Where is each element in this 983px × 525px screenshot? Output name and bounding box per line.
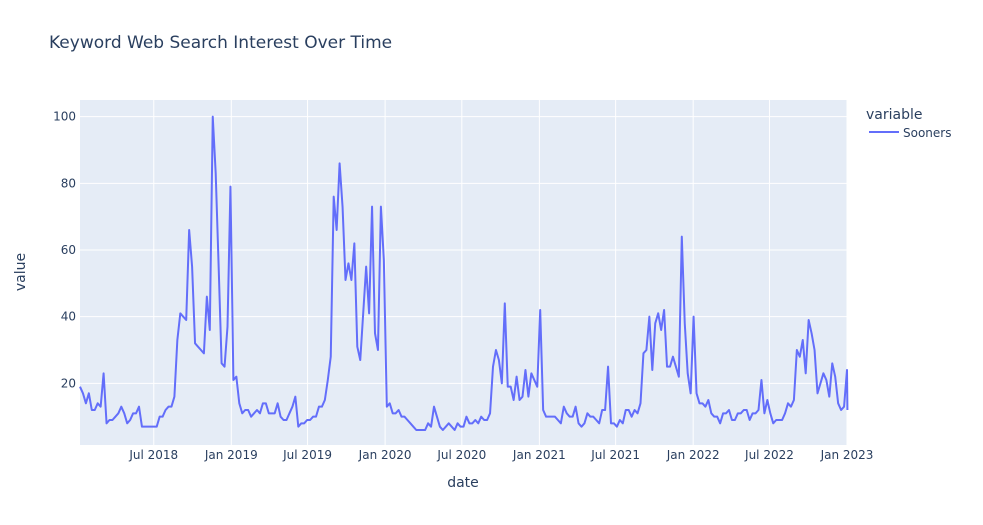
x-tick-label: Jul 2019	[282, 448, 332, 462]
y-tick-label: 40	[61, 310, 76, 324]
x-axis-ticks: Jul 2018 Jan 2019 Jul 2019 Jan 2020 Jul 2020…	[128, 448, 873, 462]
x-tick-label: Jan 2020	[358, 448, 412, 462]
x-tick-label: Jan 2021	[512, 448, 566, 462]
grid-lines	[80, 100, 848, 445]
x-tick-label: Jul 2021	[590, 448, 640, 462]
legend-title: variable	[866, 107, 922, 123]
legend: variable Sooners	[866, 107, 951, 140]
y-tick-label: 100	[53, 110, 76, 124]
y-axis-title: value	[13, 253, 29, 291]
x-tick-label: Jan 2022	[666, 448, 720, 462]
series-layer	[79, 115, 849, 431]
y-tick-label: 80	[61, 176, 76, 190]
plot-background	[80, 100, 847, 445]
x-tick-label: Jul 2020	[436, 448, 486, 462]
x-tick-label: Jul 2018	[128, 448, 178, 462]
series-line-sooners	[79, 115, 849, 431]
chart-title: Keyword Web Search Interest Over Time	[49, 33, 393, 53]
y-tick-label: 20	[61, 376, 76, 390]
y-axis-ticks: 20 40 60 80 100	[53, 110, 76, 391]
x-tick-label: Jul 2022	[744, 448, 794, 462]
x-tick-label: Jan 2019	[204, 448, 258, 462]
legend-label-sooners[interactable]: Sooners	[903, 126, 951, 140]
y-tick-label: 60	[61, 243, 76, 257]
x-axis-title: date	[447, 475, 479, 491]
x-tick-label: Jan 2023	[820, 448, 874, 462]
